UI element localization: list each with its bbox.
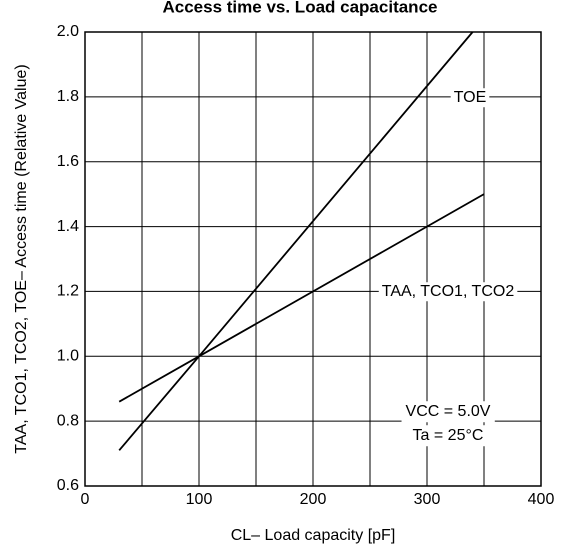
x-tick-label: 200 (300, 491, 327, 508)
y-tick-label: 1.4 (57, 218, 79, 235)
label-background (450, 88, 490, 108)
y-tick-label: 1.6 (57, 153, 79, 170)
y-axis-label: TAA, TCO1, TCO2, TOE– Access time (Relat… (13, 64, 30, 453)
chart-title: Access time vs. Load capacitance (163, 0, 438, 16)
x-tick-label: 300 (414, 491, 441, 508)
series-label: TAA, TCO1, TCO2 (382, 283, 515, 300)
series-label: TOE (454, 89, 487, 106)
y-tick-label: 0.8 (57, 412, 79, 429)
label-background (401, 401, 495, 423)
x-axis-label: CL– Load capacity [pF] (231, 527, 396, 544)
series-line (118, 31, 474, 451)
x-tick-label: 0 (81, 491, 90, 508)
plot-frame (84, 31, 542, 487)
annotation: VCC = 5.0V (406, 403, 491, 420)
y-tick-label: 1.0 (57, 348, 79, 365)
series-line (118, 193, 485, 403)
y-tick-label: 2.0 (57, 23, 79, 40)
x-tick-label: 100 (186, 491, 213, 508)
label-background (408, 425, 488, 447)
y-tick-label: 1.2 (57, 283, 79, 300)
label-background (378, 282, 518, 302)
y-tick-label: 1.8 (57, 88, 79, 105)
x-tick-label: 400 (528, 491, 555, 508)
annotation: Ta = 25°C (413, 427, 484, 444)
y-tick-label: 0.6 (57, 477, 79, 494)
